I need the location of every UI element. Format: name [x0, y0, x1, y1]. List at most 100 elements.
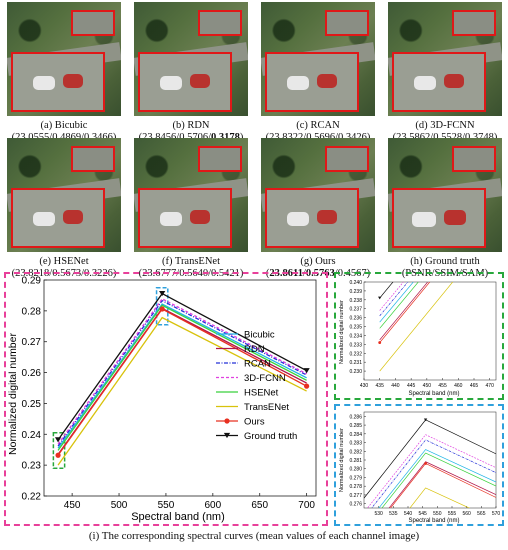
main-spectral-chart: 0.22 0.23 0.24 0.25 0.26 0.27 0.28 0.29 450 500 55…	[7, 276, 317, 523]
zoom-region-marker	[71, 146, 115, 172]
series-line-hsenet	[379, 282, 419, 329]
aerial-image-rdn	[134, 2, 248, 116]
plot-area	[43, 279, 317, 497]
x-tick-label: 465	[470, 383, 479, 389]
figure-caption: (i) The corresponding spectral curves (m…	[88, 530, 420, 542]
panel-caption: (b) RDN(23.8456/0.5706/0.3178)	[128, 120, 254, 144]
x-tick-label: 440	[391, 383, 400, 389]
zoom-region-marker	[325, 146, 369, 172]
y-tick-label: 0.27	[22, 337, 42, 348]
data-point	[55, 452, 61, 458]
series-line-transenet	[409, 487, 471, 508]
data-point	[378, 341, 382, 344]
y-tick-label: 0.235	[349, 325, 362, 331]
y-tick-label: 0.237	[349, 307, 362, 313]
x-tick-label: 550	[433, 511, 442, 517]
legend-label: Ours	[244, 417, 265, 428]
x-tick-label: 430	[360, 383, 369, 389]
x-tick-label: 600	[204, 500, 221, 511]
ssim-value: 0.5696	[306, 132, 335, 143]
data-point	[54, 437, 62, 443]
y-tick-label: 0.283	[349, 441, 362, 447]
series-line-rcan	[57, 299, 307, 447]
sam-value: 0.3466	[84, 132, 113, 143]
aerial-image-bicubic	[7, 2, 121, 116]
zoom-region-marker	[198, 146, 242, 172]
ssim-value: 0.5706	[179, 132, 208, 143]
series-line-bicubic	[57, 303, 307, 449]
data-point	[223, 432, 231, 439]
legend-label: RDN	[244, 344, 265, 355]
zoomed-inset	[392, 188, 486, 248]
y-tick-label: 0.236	[349, 316, 362, 322]
x-tick-label: 500	[111, 500, 128, 511]
zoom-series-group	[378, 282, 454, 372]
series-line-transenet	[379, 282, 454, 372]
series-line-bicubic	[378, 449, 496, 508]
y-tick-label: 0.239	[349, 289, 362, 295]
x-tick-label: 470	[486, 383, 495, 389]
y-tick-label: 0.24	[22, 430, 42, 441]
panel-label: (d) 3D-FCNN	[415, 120, 475, 131]
y-tick-label: 0.285	[349, 423, 362, 429]
series-line-hsenet	[381, 452, 496, 508]
plot-area	[363, 411, 497, 509]
aerial-image-3d-fcnn	[388, 2, 502, 116]
psnr-value: 23.8322	[269, 132, 303, 143]
x-tick-label: 560	[462, 511, 471, 517]
zoomed-inset	[138, 188, 232, 248]
data-point	[423, 418, 428, 422]
data-point	[159, 306, 165, 312]
y-tick-label: 0.29	[22, 276, 42, 287]
series-line-bicubic	[379, 282, 414, 323]
highlight-region-435	[52, 431, 66, 469]
x-tick-label: 455	[438, 383, 447, 389]
series-line-3d-fcnn	[367, 434, 496, 508]
zoomed-inset	[265, 188, 359, 248]
y-tick-label: 0.230	[349, 369, 362, 375]
x-axis-label: Spectral band (nm)	[131, 511, 225, 523]
y-tick-label: 0.26	[22, 368, 42, 379]
x-tick-label: 545	[418, 511, 427, 517]
y-tick-label: 0.277	[349, 493, 362, 499]
panel-caption: (c) RCAN(23.8322/0.5696/0.3426)	[255, 120, 381, 144]
highlight-region-546	[155, 286, 169, 326]
x-tick-label: 540	[404, 511, 413, 517]
legend-label: RCAN	[244, 359, 271, 370]
panel-caption: (d) 3D-FCNN(23.5862/0.5528/0.3748)	[382, 120, 508, 144]
x-tick-label: 450	[64, 500, 81, 511]
legend-label: Ground truth	[244, 431, 297, 442]
y-tick-label: 0.25	[22, 399, 42, 410]
zoom-chart-546: 0.276 0.277 0.278 0.279 0.280 0.281 0.282 0.283…	[339, 411, 501, 524]
zoom-chart-435: 0.230 0.231 0.232 0.233 0.234 0.235 0.236 0.237…	[339, 280, 497, 397]
series-line-ours	[379, 282, 431, 343]
data-point	[304, 383, 310, 389]
data-point	[378, 296, 382, 300]
y-tick-label: 0.240	[349, 280, 362, 286]
ssim-value: 0.4869	[52, 132, 81, 143]
x-tick-label: 565	[477, 511, 486, 517]
series-line-3d-fcnn	[379, 282, 404, 311]
panel-label: (c) RCAN	[296, 120, 340, 131]
data-point	[303, 368, 310, 374]
series-line-rcan	[371, 439, 496, 508]
x-tick-label: 435	[376, 383, 385, 389]
y-axis-label: Normalized digital number	[339, 428, 345, 492]
y-tick-label: 0.280	[349, 467, 362, 473]
y-tick-label: 0.23	[22, 461, 42, 472]
panel-label: (a) Bicubic	[40, 120, 88, 131]
x-tick-label: 550	[158, 500, 175, 511]
x-tick-label: 570	[492, 511, 501, 517]
y-tick-label: 0.231	[349, 360, 362, 366]
series-line-hsenet	[57, 304, 307, 451]
y-tick-label: 0.234	[349, 333, 362, 339]
ssim-value: 0.5528	[433, 132, 462, 143]
psnr-value: 23.8456	[142, 132, 176, 143]
data-point	[224, 418, 230, 424]
zoom-region-marker	[71, 10, 115, 36]
zoom-chart-frame-435	[334, 272, 504, 400]
aerial-image-ours	[261, 138, 375, 252]
legend-label: 3D-FCNN	[244, 373, 286, 384]
